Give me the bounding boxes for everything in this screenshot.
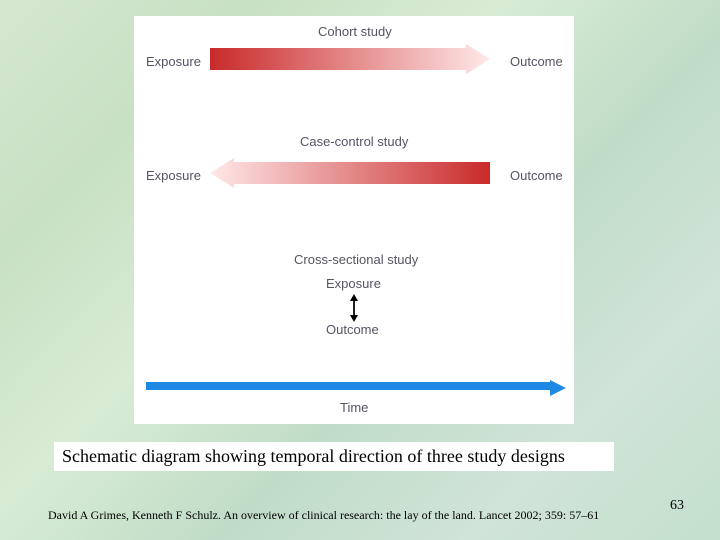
diagram-panel [134,16,574,424]
time-axis [146,380,566,398]
casecontrol-title: Case-control study [300,134,408,149]
citation: David A Grimes, Kenneth F Schulz. An ove… [48,508,599,523]
casecontrol-outcome-label: Outcome [510,168,563,183]
casecontrol-arrow [210,158,490,188]
casecontrol-exposure-label: Exposure [146,168,201,183]
time-arrowhead [550,380,566,396]
cohort-title: Cohort study [318,24,392,39]
cohort-exposure-label: Exposure [146,54,201,69]
cross-double-arrow [346,294,362,328]
cross-title: Cross-sectional study [294,252,418,267]
cohort-arrow-shape [210,44,490,74]
caption: Schematic diagram showing temporal direc… [54,442,614,471]
cohort-arrow [210,44,490,74]
time-label: Time [340,400,368,415]
casecontrol-arrow-shape [210,158,490,188]
cohort-outcome-label: Outcome [510,54,563,69]
page-number: 63 [670,498,684,514]
cross-top-label: Exposure [326,276,381,291]
